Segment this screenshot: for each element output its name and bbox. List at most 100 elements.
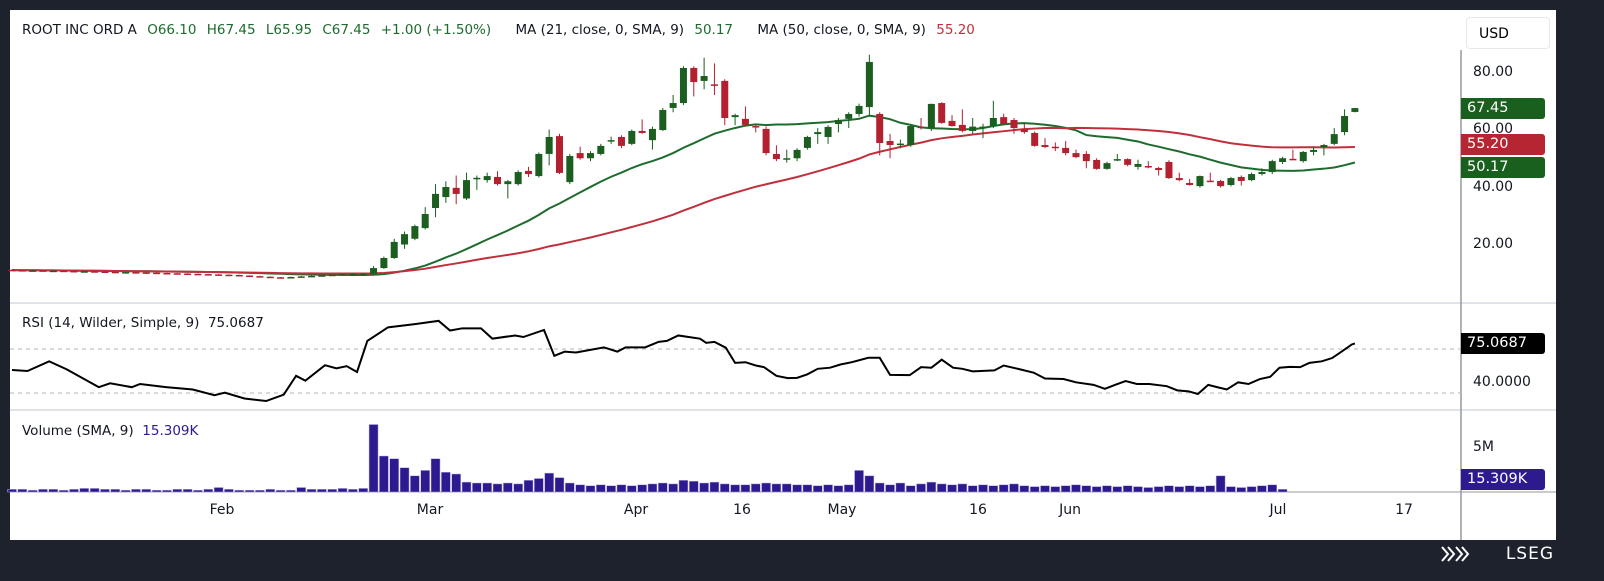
- volume-bar: [554, 477, 565, 493]
- volume-bar: [534, 478, 544, 493]
- ma50-value: 55.20: [936, 22, 975, 38]
- volume-bar: [916, 483, 926, 493]
- candle-body: [1289, 158, 1297, 161]
- candle-body: [927, 103, 935, 129]
- candle-body: [1196, 176, 1204, 187]
- volume-bar: [678, 480, 689, 493]
- volume-bar: [658, 482, 668, 493]
- candle-body: [339, 274, 347, 276]
- candle-body: [896, 143, 904, 146]
- candle-body: [1041, 145, 1049, 148]
- volume-bar: [224, 489, 234, 493]
- candle-body: [287, 276, 295, 279]
- candle-body: [741, 118, 749, 125]
- volume-bar: [182, 489, 193, 493]
- candle-body: [266, 276, 274, 279]
- volume-bar: [606, 485, 616, 493]
- volume-bar: [689, 480, 699, 493]
- candle-body: [586, 153, 594, 159]
- candle-body: [452, 187, 460, 194]
- candle-body: [1020, 128, 1028, 133]
- candle-body: [597, 145, 605, 154]
- candle-body: [101, 271, 109, 274]
- open-value: O66.10: [147, 22, 197, 38]
- volume-bar: [523, 480, 534, 493]
- volume-bar: [317, 489, 327, 493]
- volume-bar: [1143, 487, 1154, 493]
- volume-bar: [1102, 485, 1112, 493]
- volume-bar: [854, 470, 864, 493]
- volume-bar: [1205, 485, 1216, 493]
- volume-bar: [812, 485, 823, 493]
- volume-bar: [513, 483, 523, 493]
- candle-body: [1248, 174, 1256, 181]
- volume-bar: [420, 470, 430, 493]
- candle-body: [1124, 159, 1132, 165]
- time-tick-label: 17: [1395, 502, 1413, 518]
- candle-body: [1155, 168, 1163, 171]
- volume-bar: [27, 489, 38, 493]
- candle-body: [142, 272, 150, 274]
- volume-bar: [327, 489, 337, 493]
- volume-bar: [368, 424, 379, 493]
- candle-body: [494, 176, 502, 185]
- candle-body: [1268, 161, 1276, 173]
- volume-bar: [833, 485, 844, 493]
- ma50-badge: 55.20: [1461, 134, 1545, 155]
- candle-body: [721, 80, 729, 118]
- volume-bar: [275, 489, 286, 493]
- volume-bar: [1019, 485, 1030, 493]
- candle-body: [1072, 153, 1080, 158]
- candle-body: [545, 136, 553, 154]
- volume-bar: [874, 482, 885, 493]
- candle-body: [638, 130, 646, 133]
- volume-bar: [69, 489, 79, 493]
- price-tick-20: 20.00: [1473, 236, 1514, 252]
- candle-body: [1237, 176, 1245, 181]
- candle-body: [1227, 178, 1235, 185]
- candle-body: [628, 130, 636, 144]
- volume-bar: [410, 475, 420, 493]
- candle-body: [814, 132, 822, 135]
- candle-body: [401, 234, 409, 245]
- candle-body: [380, 258, 388, 269]
- candle-body: [1103, 163, 1111, 169]
- volume-bar: [379, 455, 389, 493]
- volume-bar: [1267, 484, 1278, 493]
- volume-bar: [751, 483, 761, 493]
- volume-bar: [637, 484, 647, 493]
- volume-bar: [244, 489, 255, 493]
- volume-bar: [100, 489, 110, 493]
- candle-body: [834, 120, 842, 125]
- volume-bar: [998, 484, 1009, 493]
- candle-body: [1093, 159, 1101, 169]
- volume-bar: [936, 483, 947, 493]
- currency-selector[interactable]: USD: [1466, 17, 1550, 49]
- volume-bar: [1277, 489, 1288, 493]
- volume-bar: [1257, 485, 1267, 493]
- volume-bar: [1050, 486, 1061, 493]
- volume-bar: [203, 489, 214, 493]
- high-value: H67.45: [206, 22, 256, 38]
- volume-bar: [647, 483, 658, 493]
- ma21-value: 50.17: [694, 22, 734, 38]
- candle-body: [1217, 180, 1225, 187]
- ma50-label: MA (50, close, 0, SMA, 9): [757, 22, 926, 38]
- volume-bar: [616, 484, 627, 493]
- volume-bar: [265, 489, 275, 493]
- volume-bar: [1215, 475, 1226, 493]
- volume-bar: [306, 489, 317, 493]
- time-tick-label: 16: [969, 502, 987, 518]
- volume-bar: [389, 458, 399, 493]
- candle-body: [679, 67, 687, 104]
- symbol-name: ROOT INC ORD A: [22, 22, 137, 38]
- candle-body: [1051, 146, 1059, 149]
- volume-bar: [172, 489, 183, 493]
- candle-body: [39, 270, 47, 272]
- volume-bar: [399, 467, 410, 493]
- volume-bar: [7, 489, 17, 493]
- price-tick-40: 40.00: [1473, 179, 1514, 195]
- candle-body: [49, 270, 57, 273]
- volume-bar: [38, 489, 48, 493]
